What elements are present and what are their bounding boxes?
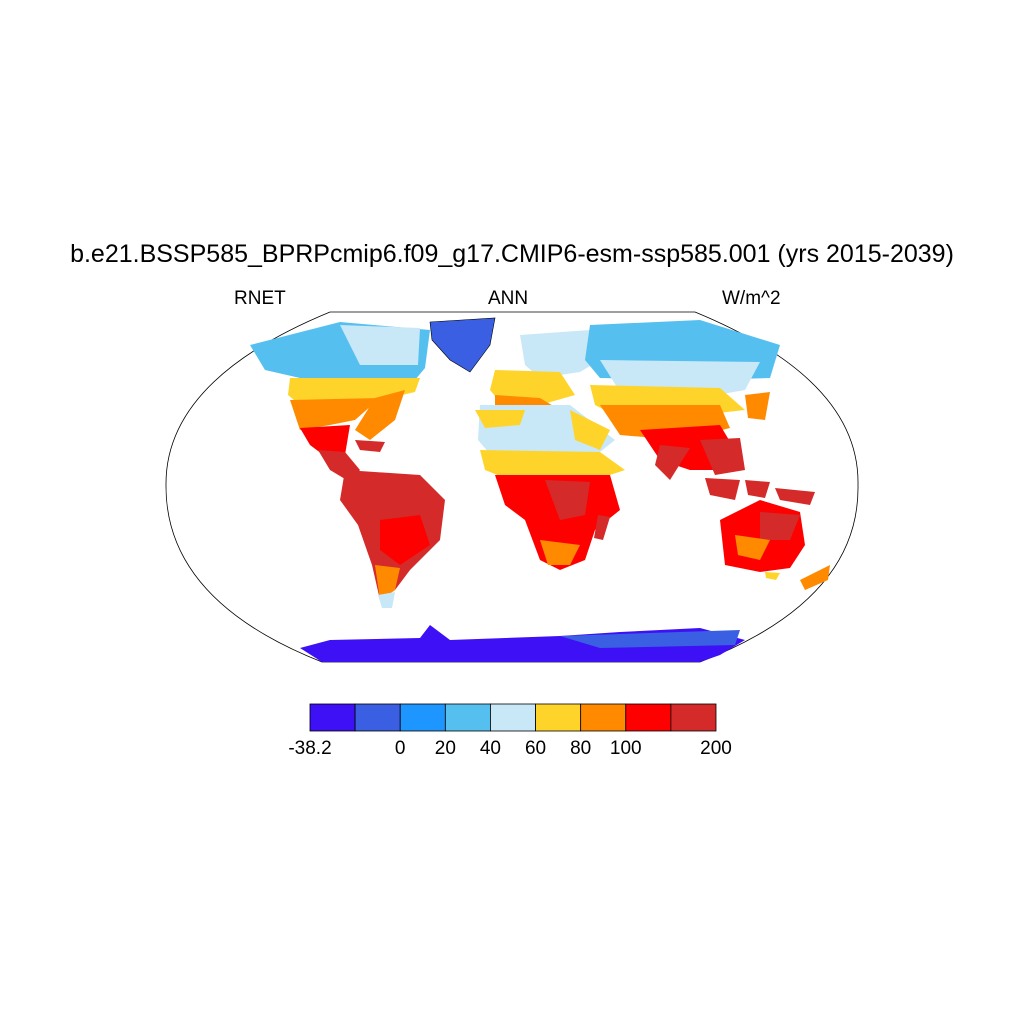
- variable-label: RNET: [234, 288, 286, 309]
- colorbar-tick-label: -38.2: [288, 738, 332, 759]
- southeast-asia-islands: [705, 478, 815, 505]
- colorbar-swatch: [309, 703, 356, 732]
- units-label: W/m^2: [722, 288, 781, 309]
- colorbar-swatch: [670, 703, 717, 732]
- australia: [720, 500, 830, 590]
- asia: [585, 320, 780, 480]
- colorbar-swatch: [580, 703, 627, 732]
- greenland: [429, 317, 496, 373]
- colorbar-swatch: [354, 703, 401, 732]
- plot-title: b.e21.BSSP585_BPRPcmip6.f09_g17.CMIP6-es…: [70, 240, 954, 268]
- colorbar-tick-label: 80: [570, 738, 592, 759]
- colorbar-swatch: [399, 703, 446, 732]
- colorbar-tick-label: 200: [700, 738, 732, 759]
- colorbar-swatch: [625, 703, 672, 732]
- colorbar-swatch: [444, 703, 491, 732]
- colorbar-swatch: [535, 703, 582, 732]
- south-america: [340, 470, 445, 608]
- colorbar-tick-label: 60: [524, 738, 547, 759]
- africa: [475, 405, 625, 570]
- colorbar-tick-label: 40: [479, 738, 502, 759]
- colorbar-tick-label: 20: [434, 738, 456, 759]
- colorbar-swatch: [490, 703, 536, 732]
- colorbar-tick-label: 100: [609, 738, 642, 759]
- season-label: ANN: [488, 288, 529, 309]
- colorbar: [309, 703, 717, 732]
- colorbar-tick-label: 0: [394, 738, 406, 759]
- europe: [490, 330, 600, 415]
